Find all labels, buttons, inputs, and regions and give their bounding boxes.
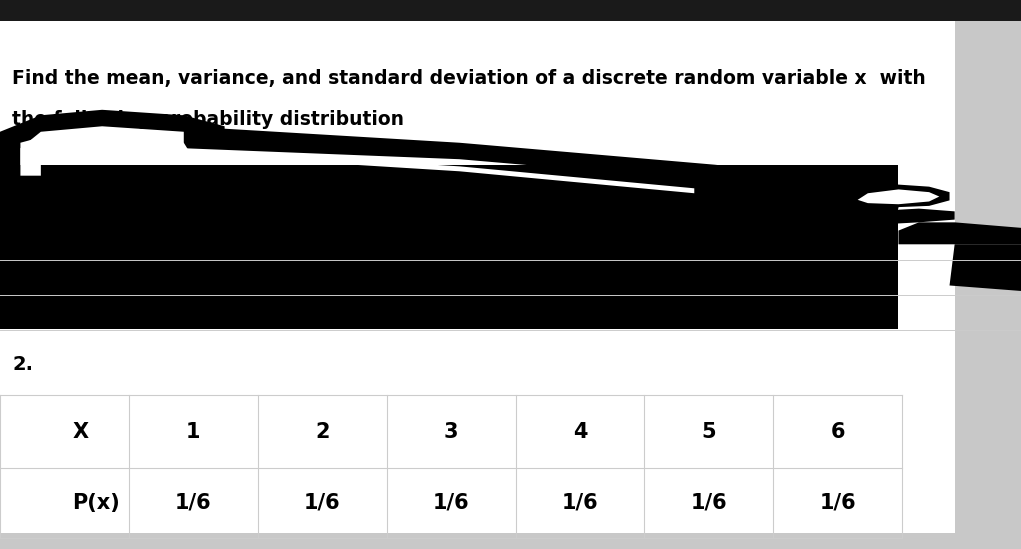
Text: 1/6: 1/6 xyxy=(304,493,340,513)
Text: 6: 6 xyxy=(830,422,845,441)
Polygon shape xyxy=(837,209,955,225)
Text: 1: 1 xyxy=(186,422,200,441)
Polygon shape xyxy=(20,132,194,176)
Text: 2: 2 xyxy=(314,422,330,441)
Text: 4: 4 xyxy=(573,422,587,441)
Polygon shape xyxy=(184,126,898,209)
Text: 1/6: 1/6 xyxy=(820,493,856,513)
Text: X: X xyxy=(72,422,89,441)
Polygon shape xyxy=(898,222,1021,244)
FancyBboxPatch shape xyxy=(0,165,898,329)
Text: Find the mean, variance, and standard deviation of a discrete random variable x : Find the mean, variance, and standard de… xyxy=(12,69,926,88)
Polygon shape xyxy=(0,110,225,187)
Text: 1/6: 1/6 xyxy=(433,493,470,513)
Polygon shape xyxy=(950,244,1021,291)
FancyBboxPatch shape xyxy=(0,0,1021,21)
Text: 1/6: 1/6 xyxy=(690,493,727,513)
Text: 1/6: 1/6 xyxy=(562,493,598,513)
Polygon shape xyxy=(194,150,694,193)
Text: 5: 5 xyxy=(701,422,716,441)
Text: P(x): P(x) xyxy=(72,493,120,513)
Polygon shape xyxy=(0,181,41,242)
FancyBboxPatch shape xyxy=(0,0,955,533)
Text: 2.: 2. xyxy=(12,355,34,374)
Text: 1/6: 1/6 xyxy=(175,493,211,513)
Polygon shape xyxy=(858,189,939,204)
Text: the following probability distribution: the following probability distribution xyxy=(12,110,404,129)
Text: 3: 3 xyxy=(444,422,458,441)
Polygon shape xyxy=(837,184,950,208)
